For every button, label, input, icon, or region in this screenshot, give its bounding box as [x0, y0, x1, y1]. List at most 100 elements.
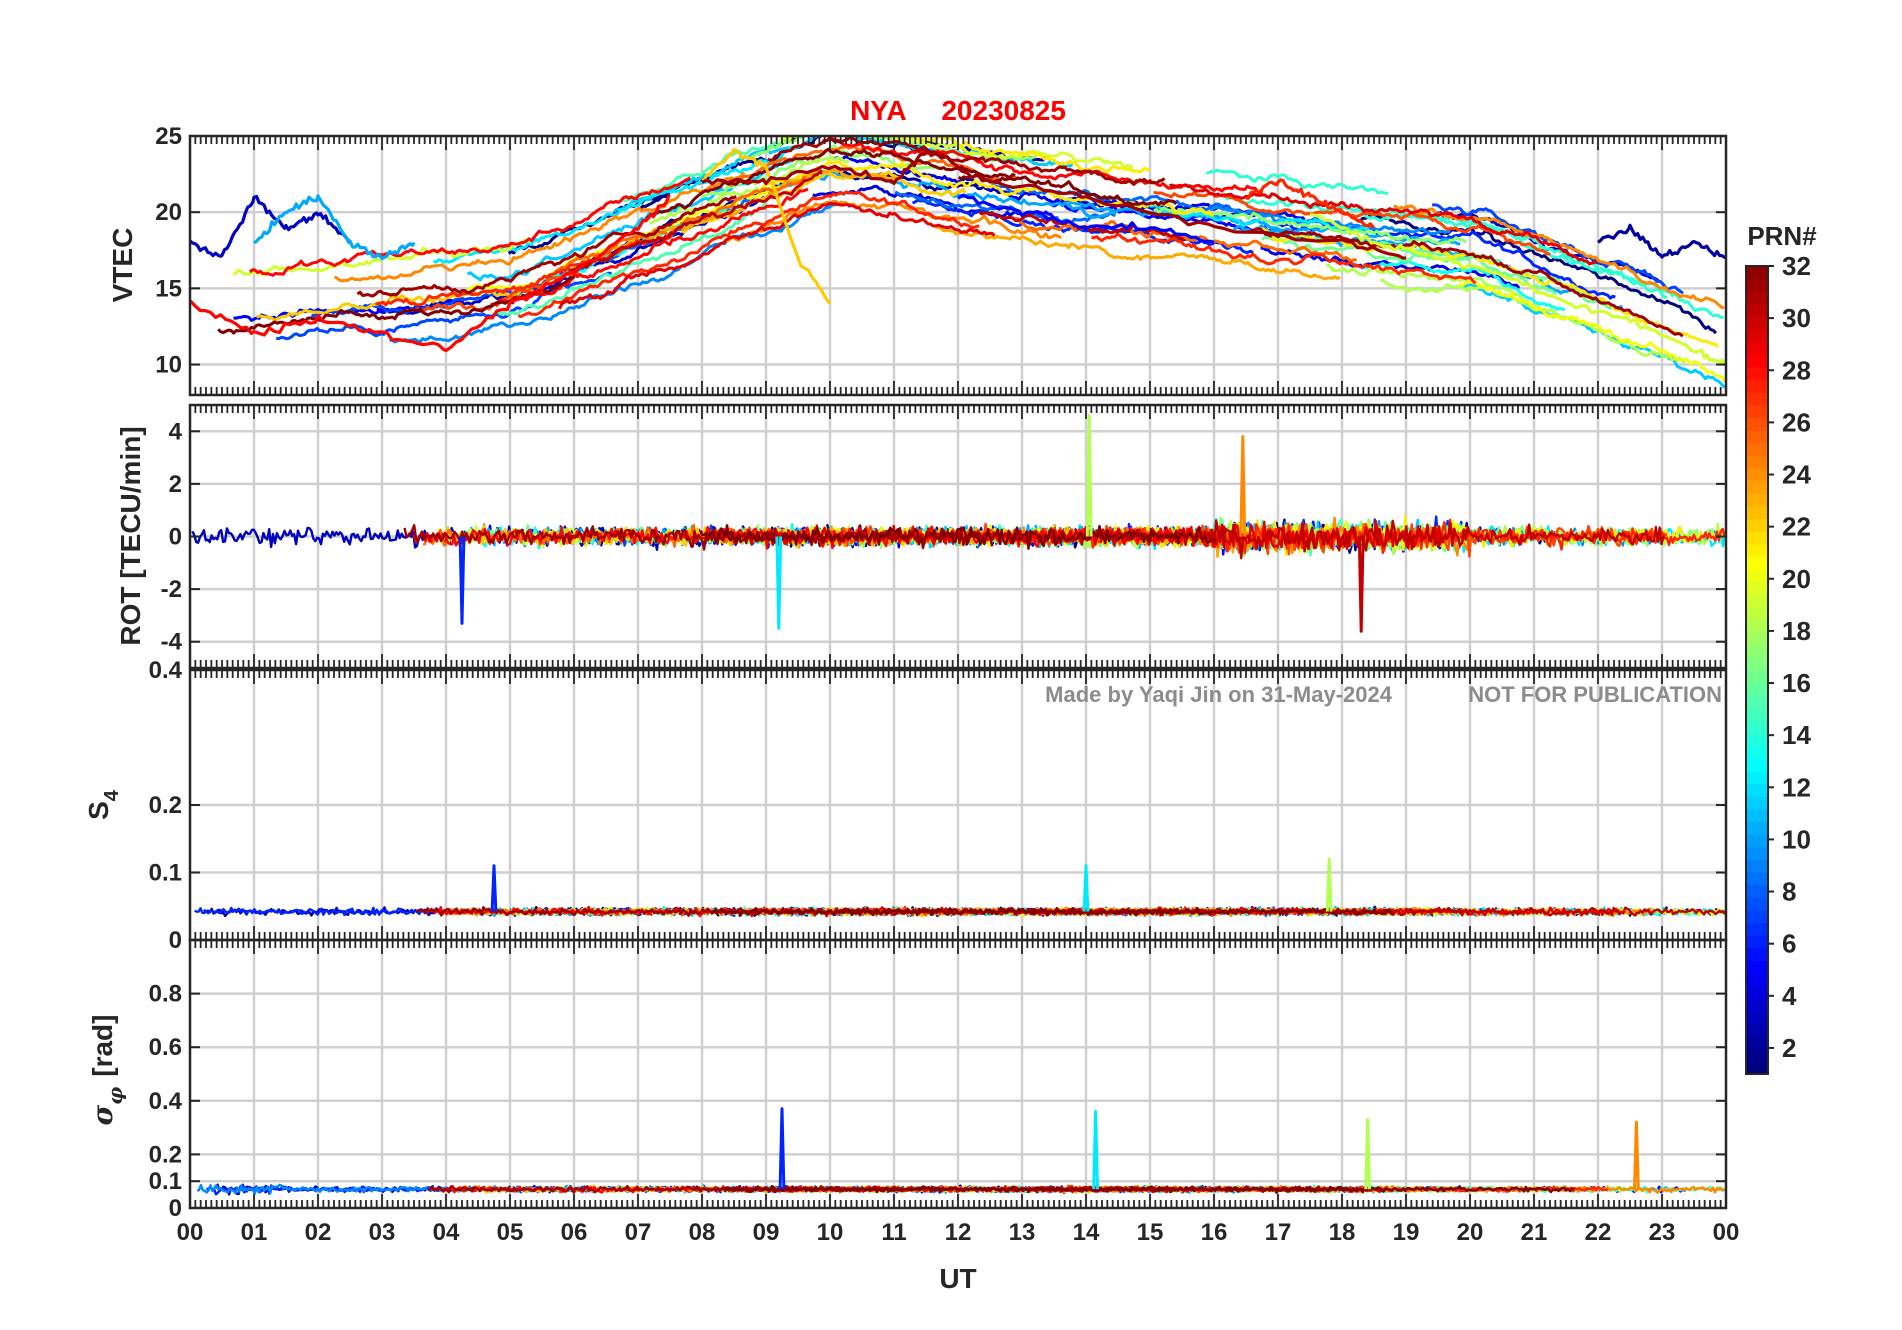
colorbar-cell — [1746, 266, 1768, 280]
sigma-phi-series — [196, 1107, 1726, 1196]
peak-mark — [1357, 536, 1365, 633]
colorbar-cell — [1746, 619, 1768, 633]
colorbar-cell — [1746, 935, 1768, 949]
rot-series-line — [403, 524, 994, 551]
y-tick-label: 0.2 — [149, 792, 182, 819]
colorbar-cell — [1746, 707, 1768, 722]
vtec-series-line — [1367, 208, 1724, 319]
sigma-phi-panel: 00.10.2 0.4 0.6 0.8 σφ [rad] — [86, 938, 1728, 1222]
colorbar-cell — [1746, 657, 1768, 671]
vtec-ticks: 10 15 20 25 — [155, 123, 1727, 395]
s4-grid — [190, 670, 1726, 940]
peak-mark — [1085, 414, 1093, 537]
x-tick-label: 01 — [241, 1219, 268, 1246]
x-tick-labels: 00 01 02 03 04 05 06 07 08 09 10 11 12 13 14 15 16 17 18 19… — [177, 1219, 1740, 1246]
vtec-series-line — [1246, 178, 1375, 229]
colorbar-cell — [1746, 998, 1768, 1012]
colorbar-cell — [1746, 796, 1768, 810]
y-tick-label: 20 — [155, 199, 182, 226]
colorbar-cell — [1746, 379, 1768, 393]
vtec-series-line — [190, 194, 671, 353]
peak-mark — [775, 536, 783, 630]
y-tick-label: 0.1 — [149, 860, 182, 887]
peak-mark — [1633, 1120, 1640, 1190]
x-tick-label: 08 — [689, 1219, 716, 1246]
y-tick-label: 0 — [169, 1195, 182, 1222]
vtec-series-line — [253, 194, 416, 261]
colorbar-cell — [1746, 897, 1768, 911]
y-tick-label: 4 — [169, 418, 183, 445]
colorbar-cell — [1746, 632, 1768, 646]
vtec-series-line — [568, 169, 823, 272]
colorbar-gradient — [1746, 266, 1768, 1075]
x-tick-label: 09 — [753, 1219, 780, 1246]
vtec-series-line — [432, 145, 798, 264]
y-tick-label: 0.4 — [149, 657, 183, 684]
x-tick-label: 22 — [1585, 1219, 1612, 1246]
rot-series-line — [699, 524, 1216, 550]
vtec-panel: 10 15 20 25 VTEC — [107, 123, 1728, 397]
colorbar-tick-label: 32 — [1782, 251, 1811, 281]
peak-mark — [1364, 1118, 1371, 1190]
vtec-series-line — [767, 136, 1166, 186]
x-tick-label: 10 — [817, 1219, 844, 1246]
rot-series — [191, 414, 1726, 633]
x-tick-label: 18 — [1329, 1219, 1356, 1246]
colorbar-tick-label: 22 — [1782, 512, 1811, 542]
colorbar-tick-label: 28 — [1782, 355, 1811, 385]
peak-mark — [1082, 864, 1090, 912]
colorbar-cell — [1746, 531, 1768, 545]
x-tick-label: 04 — [433, 1219, 460, 1246]
vtec-series-line — [558, 201, 996, 310]
colorbar-cell — [1746, 291, 1768, 305]
peak-mark — [458, 536, 466, 625]
colorbar-cell — [1746, 455, 1768, 469]
colorbar-cell — [1746, 745, 1768, 759]
x-tick-label: 05 — [497, 1219, 524, 1246]
colorbar-cell — [1746, 884, 1768, 898]
colorbar-cell — [1746, 682, 1768, 696]
colorbar-cell — [1746, 556, 1768, 570]
colorbar-cell — [1746, 354, 1768, 368]
vtec-series-line — [767, 170, 1117, 219]
colorbar-cell — [1746, 821, 1768, 835]
colorbar-cell — [1746, 1023, 1768, 1037]
vtec-series-line — [517, 190, 980, 319]
vtec-series-line — [256, 279, 552, 323]
colorbar-cell — [1746, 1061, 1768, 1075]
colorbar-cell — [1746, 1036, 1768, 1050]
peak-mark — [1239, 435, 1247, 537]
x-tick-label: 16 — [1201, 1219, 1228, 1246]
x-tick-label: 12 — [945, 1219, 972, 1246]
vtec-series-line — [1091, 232, 1477, 285]
title-station: NYA — [850, 95, 906, 126]
colorbar-cell — [1746, 303, 1768, 318]
colorbar-cell — [1746, 278, 1768, 292]
colorbar-tick-label: 10 — [1782, 824, 1811, 854]
sigma-phi-grid — [190, 940, 1726, 1208]
y-tick-label: 25 — [155, 123, 182, 150]
colorbar-cell — [1746, 594, 1768, 608]
y-tick-label: 10 — [155, 352, 182, 379]
vtec-series-line — [1458, 279, 1726, 383]
vtec-series-line — [1353, 259, 1566, 312]
vtec-series-line — [356, 195, 737, 298]
colorbar-tick-label: 30 — [1782, 303, 1811, 333]
y-tick-label: 0.4 — [149, 1088, 183, 1115]
s4-ylabel: S4 — [83, 789, 123, 820]
watermark-author: Made by Yaqi Jin on 31-May-2024 — [1045, 682, 1393, 707]
colorbar-cell — [1746, 758, 1768, 772]
x-tick-label: 02 — [305, 1219, 332, 1246]
x-tick-label: 19 — [1393, 1219, 1420, 1246]
s4-ylabel-sub: 4 — [101, 789, 123, 801]
y-tick-label: -4 — [161, 629, 183, 656]
y-tick-label: 0 — [169, 927, 182, 954]
colorbar-cell — [1746, 834, 1768, 848]
x-tick-label: 00 — [177, 1219, 204, 1246]
x-tick-label: 20 — [1457, 1219, 1484, 1246]
s4-ylabel-main: S — [83, 801, 114, 820]
colorbar-cell — [1746, 518, 1768, 532]
vtec-series-line — [701, 148, 832, 305]
